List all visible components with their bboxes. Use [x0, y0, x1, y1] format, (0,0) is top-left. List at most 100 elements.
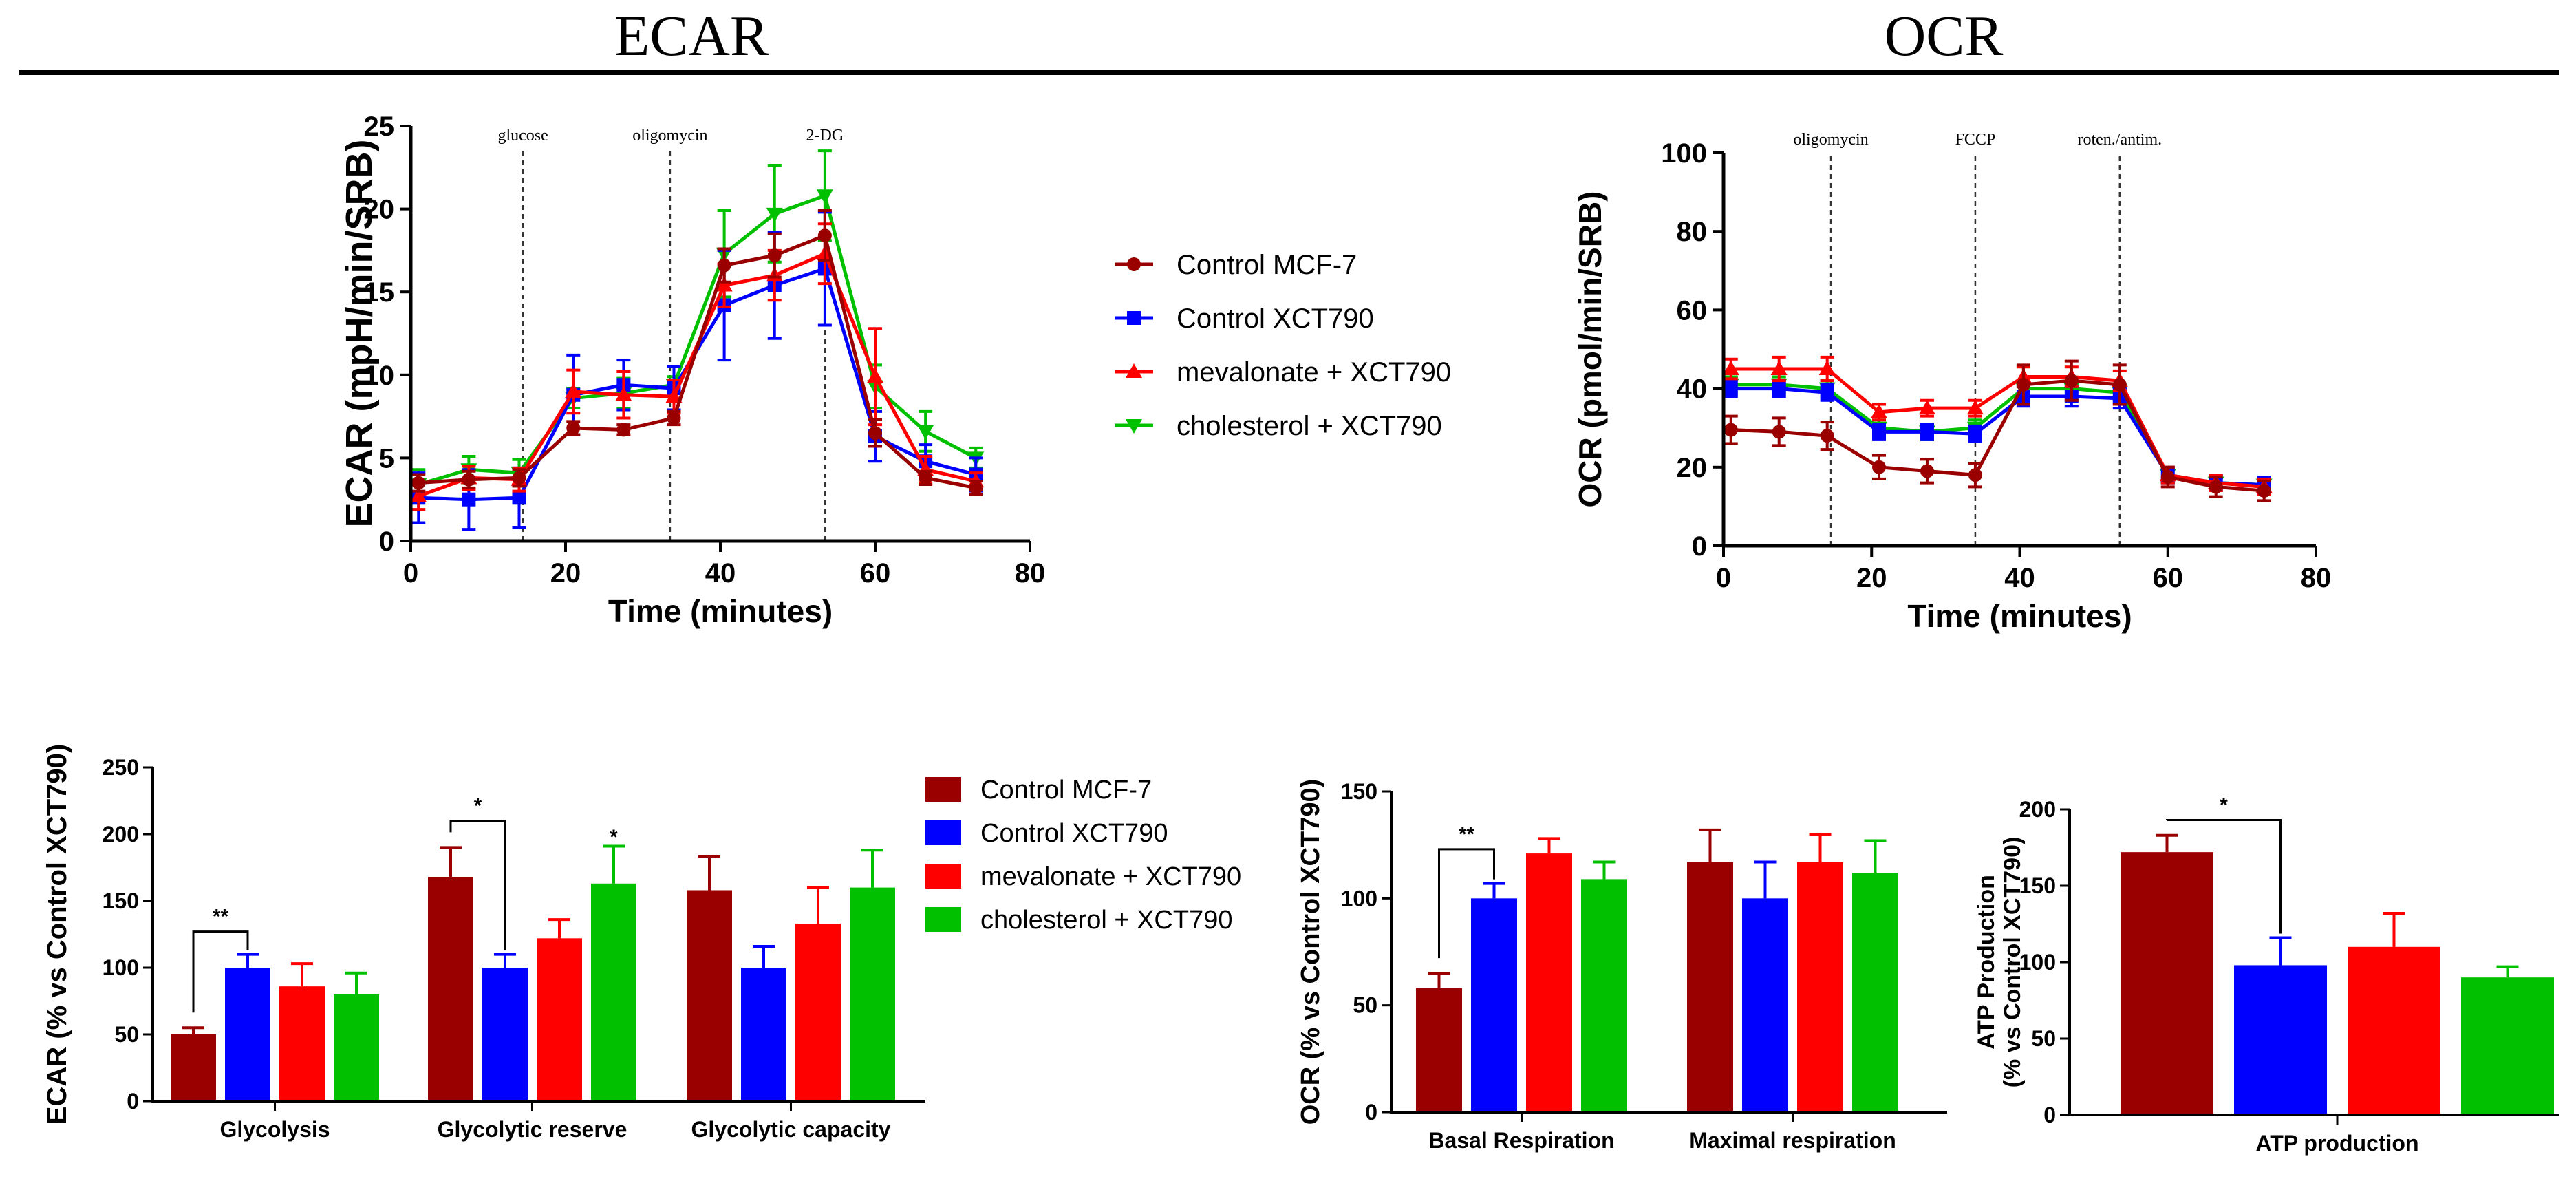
data-point	[1772, 425, 1786, 439]
series-control-xct790	[411, 211, 983, 531]
data-point	[616, 423, 631, 437]
significance-label: **	[1459, 823, 1475, 846]
data-point	[1872, 460, 1887, 474]
x-tick-label: 20	[550, 558, 581, 588]
y-tick-label: 50	[114, 1022, 139, 1047]
legend-marker	[1126, 419, 1142, 434]
x-tick-label: 0	[1716, 563, 1731, 593]
x-tick-label: 60	[2153, 563, 2184, 593]
y-tick-label: 50	[2031, 1026, 2056, 1051]
y-axis-label-2: (% vs Control XCT790)	[1999, 837, 2026, 1088]
data-point	[1871, 403, 1888, 418]
y-tick-label: 10	[364, 361, 395, 391]
y-tick-label: 150	[2019, 873, 2056, 898]
ocr_bar-chart: 0 50 100 150 Basal Respiration Maximal respir…	[1296, 779, 1947, 1153]
header-ecar: ECAR	[614, 4, 769, 68]
x-tick-label: 60	[860, 558, 891, 588]
legend-label: cholesterol + XCT790	[1177, 411, 1442, 441]
x-tick-label: 20	[1856, 563, 1887, 593]
atp_bar-chart: 0 50 100 150 200 ATP production * ATP Productio…	[1973, 794, 2559, 1156]
bar	[171, 1034, 216, 1101]
ecar_line-legend: Control MCF-7 Control XCT790 mevalonate + …	[1115, 250, 1451, 441]
legend-label: mevalonate + XCT790	[980, 862, 1241, 891]
series-line	[418, 193, 977, 487]
data-point	[411, 476, 426, 490]
data-point	[1966, 400, 1984, 415]
significance-label: *	[610, 826, 618, 849]
data-point	[1818, 361, 1836, 376]
bar	[1687, 862, 1733, 1112]
data-point	[1724, 423, 1738, 437]
x-axis-label: Time (minutes)	[608, 593, 833, 629]
legend-marker	[1126, 363, 1142, 378]
header-ocr: OCR	[1885, 4, 2004, 68]
significance-bracket	[192, 930, 249, 1013]
data-point	[717, 258, 731, 273]
data-point	[1918, 400, 1935, 415]
injection-label: 2-DG	[806, 127, 844, 145]
y-axis-label: ATP Production	[1973, 875, 1999, 1050]
x-axis-label: Time (minutes)	[1907, 598, 2132, 634]
data-point	[716, 277, 733, 292]
legend-swatch	[925, 777, 961, 802]
data-point	[1920, 425, 1934, 439]
y-tick-label: 25	[364, 111, 395, 142]
legend-swatch	[925, 864, 961, 889]
category-label: Glycolytic reserve	[438, 1117, 627, 1142]
data-point	[1820, 385, 1834, 400]
category-label: ATP production	[2255, 1131, 2418, 1156]
bar	[1416, 988, 1462, 1112]
data-point	[2016, 377, 2030, 392]
bar	[1526, 853, 1572, 1112]
data-point	[969, 480, 983, 495]
data-point	[1968, 427, 1982, 441]
y-tick-label: 0	[1365, 1100, 1377, 1125]
data-point	[867, 368, 883, 383]
bar	[2234, 965, 2327, 1115]
bar	[687, 890, 732, 1101]
y-tick-label: 15	[364, 277, 395, 308]
data-point	[766, 207, 783, 222]
x-tick-label: 40	[2004, 563, 2035, 593]
data-point	[817, 228, 832, 243]
series-control-mcf-7	[1724, 359, 2271, 502]
y-tick-label: 0	[127, 1089, 139, 1114]
y-tick-label: 50	[1353, 993, 1377, 1018]
category-label: Maximal respiration	[1689, 1128, 1896, 1153]
data-point	[566, 421, 581, 435]
y-tick-label: 100	[1661, 138, 1707, 169]
y-tick-label: 20	[364, 195, 395, 225]
category-label: Glycolytic capacity	[691, 1117, 891, 1142]
bar	[334, 994, 379, 1101]
legend-label: Control MCF-7	[980, 776, 1152, 805]
ecar_line-chart: glucose oligomycin 2-DG 0 20 40 60 80 0 5 10 15 20 25…	[339, 111, 1045, 629]
x-tick-label: 0	[403, 558, 418, 588]
y-tick-label: 40	[1677, 374, 1708, 405]
significance-label: *	[474, 795, 482, 818]
data-point	[816, 189, 833, 204]
y-tick-label: 20	[1677, 453, 1708, 483]
bar	[482, 968, 528, 1101]
y-axis-label: ECAR (% vs Control XCT790)	[42, 744, 72, 1125]
y-tick-label: 0	[379, 526, 394, 557]
ecar_bar-legend: Control MCF-7 Control XCT790 mevalonate + …	[925, 776, 1241, 935]
series-line	[418, 251, 976, 498]
significance-bracket	[2166, 819, 2282, 934]
category-label: Basal Respiration	[1428, 1128, 1614, 1153]
bar	[850, 887, 895, 1101]
y-tick-label: 0	[2043, 1103, 2056, 1127]
y-tick-label: 100	[1341, 886, 1377, 911]
data-point	[1770, 361, 1788, 376]
bar	[428, 877, 473, 1101]
data-point	[1772, 381, 1786, 396]
data-point	[512, 471, 526, 485]
data-point	[917, 425, 934, 440]
legend-label: Control MCF-7	[1177, 250, 1357, 280]
ecar_bar-chart: 0 50 100 150 200 250 Glycolysis Glycolytic rese…	[42, 744, 925, 1142]
y-tick-label: 80	[1677, 217, 1708, 247]
bar	[1742, 898, 1788, 1112]
y-tick-label: 150	[103, 889, 139, 913]
bar	[1852, 873, 1898, 1112]
legend-label: Control XCT790	[1177, 304, 1374, 334]
y-axis-label: OCR (% vs Control XCT790)	[1296, 779, 1325, 1125]
